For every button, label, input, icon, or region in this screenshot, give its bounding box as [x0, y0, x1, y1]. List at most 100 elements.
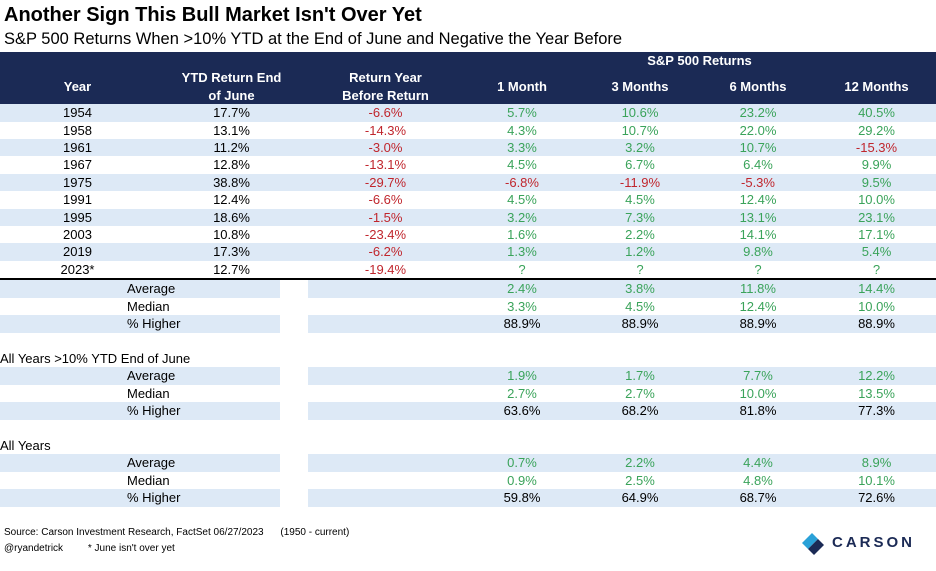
return-3-months-cell: 10.7% [621, 122, 659, 138]
return-6-months-cell: 23.2% [699, 104, 817, 122]
return-1-month-cell: 59.8% [463, 489, 581, 507]
prior-year-return-cell: -3.0% [308, 139, 463, 157]
return-1-month-cell: -6.8% [463, 173, 581, 192]
return-12-months-cell: 5.4% [817, 243, 936, 261]
return-1-month-cell: 5.7% [463, 104, 581, 122]
summary-row: Median 3.3% 4.5% 12.4% 10.0% [0, 298, 936, 315]
summary-row: Median 2.7% 2.7% 10.0% 13.5% [0, 385, 936, 402]
footer-note-line: @ryandetrick * June isn't over yet [4, 543, 175, 554]
return-12-months-cell: 29.2% [858, 122, 895, 138]
summary-label: Median [127, 472, 170, 488]
return-1-month-cell: 0.9% [507, 472, 537, 488]
return-12-months-cell: ? [872, 261, 881, 277]
year-cell: 1991 [63, 192, 92, 208]
return-3-months-cell: 6.7% [625, 157, 655, 173]
return-3-months-cell: 68.2% [581, 402, 699, 420]
year-cell: 1975 [0, 173, 155, 192]
footer-note: * June isn't over yet [87, 543, 175, 554]
return-1-month-cell: 4.3% [507, 122, 537, 138]
year-cell: 1958 [63, 122, 92, 138]
return-12-months-cell: 8.9% [817, 454, 936, 472]
ytd-return-cell: 12.7% [213, 261, 250, 277]
ytd-return-cell: 13.1% [213, 122, 250, 138]
return-12-months-cell: 72.6% [817, 489, 936, 507]
spacer-cell [308, 367, 463, 385]
return-3-months-cell: -11.9% [581, 173, 699, 192]
return-6-months-cell: -5.3% [699, 173, 817, 192]
ytd-return-cell: 17.3% [155, 243, 308, 261]
return-6-months-cell: 14.1% [739, 227, 777, 243]
return-12-months-cell: 77.3% [817, 402, 936, 420]
return-1-month-cell: 2.7% [507, 385, 537, 401]
summary-row: Average 0.7% 2.2% 4.4% 8.9% [0, 454, 936, 472]
return-12-months-cell: 14.4% [817, 278, 936, 298]
return-6-months-cell: 7.7% [699, 367, 817, 385]
chart-title: Another Sign This Bull Market Isn't Over… [4, 4, 422, 26]
year-cell: 1967 [63, 157, 92, 173]
footer-source-line: Source: Carson Investment Research, Fact… [4, 527, 349, 538]
spacer-row [0, 333, 936, 350]
return-3-months-cell: 64.9% [581, 489, 699, 507]
prior-year-return-cell: -6.6% [368, 192, 403, 208]
return-6-months-cell: 6.4% [743, 157, 773, 173]
summary-label: Median [127, 385, 170, 401]
return-6-months-cell: 4.8% [743, 472, 773, 488]
spacer-cell [308, 385, 463, 402]
spacer-cell [0, 402, 155, 420]
return-6-months-cell: 9.8% [699, 243, 817, 261]
header-group-row: S&P 500 Returns [0, 52, 936, 70]
return-3-months-cell: 4.5% [625, 298, 655, 314]
return-12-months-cell: 10.1% [858, 472, 895, 488]
return-6-months-cell: 12.4% [739, 192, 777, 208]
ytd-return-cell: 17.7% [155, 104, 308, 122]
summary-row: % Higher 63.6% 68.2% 81.8% 77.3% [0, 402, 936, 420]
return-3-months-cell: 88.9% [581, 315, 699, 333]
return-1-month-cell: 1.9% [463, 367, 581, 385]
ytd-return-cell: 10.8% [213, 227, 250, 243]
return-6-months-cell: 22.0% [739, 122, 777, 138]
summary-label: % Higher [127, 489, 280, 507]
spacer-cell [308, 454, 463, 472]
summary-label: % Higher [127, 402, 280, 420]
return-1-month-cell: 1.6% [507, 227, 537, 243]
header-year: Year [63, 79, 92, 95]
logo-mark-upper [802, 533, 818, 549]
return-6-months-cell: 81.8% [699, 402, 817, 420]
prior-year-return-cell: -23.4% [364, 227, 407, 243]
return-1-month-cell: 88.9% [463, 315, 581, 333]
return-3-months-cell: 1.2% [581, 243, 699, 261]
spacer-cell [308, 472, 463, 489]
spacer-cell [308, 402, 463, 420]
section-label: All Years [0, 437, 51, 453]
table-row: 2019 17.3% -6.2% 1.3% 1.2% 9.8% 5.4% [0, 243, 936, 261]
table-row: 1995 18.6% -1.5% 3.2% 7.3% 13.1% 23.1% [0, 208, 936, 227]
return-12-months-cell: 23.1% [817, 208, 936, 227]
year-cell: 2019 [0, 243, 155, 261]
spacer-cell [0, 367, 155, 385]
return-12-months-cell: 17.1% [858, 227, 895, 243]
table-row: 2003 10.8% -23.4% 1.6% 2.2% 14.1% 17.1% [0, 226, 936, 243]
return-12-months-cell: 10.0% [858, 298, 895, 314]
return-1-month-cell: 3.3% [507, 298, 537, 314]
return-6-months-cell: ? [754, 261, 762, 277]
logo-mark-lower [808, 539, 824, 555]
spacer-cell [0, 278, 155, 298]
summary-label: % Higher [127, 315, 280, 333]
return-12-months-cell: 88.9% [817, 315, 936, 333]
return-1-month-cell: 2.4% [463, 278, 581, 298]
header-12-months: 12 Months [844, 79, 909, 95]
year-cell: 2023* [60, 261, 95, 277]
return-3-months-cell: 3.2% [581, 139, 699, 157]
header-1-month: 1 Month [497, 79, 547, 95]
ytd-return-cell: 12.4% [213, 192, 250, 208]
spacer-cell [0, 333, 936, 350]
return-6-months-cell: 88.9% [699, 315, 817, 333]
return-3-months-cell: 4.5% [625, 192, 655, 208]
summary-label: Average [127, 278, 280, 298]
summary-label: Median [127, 298, 170, 314]
spacer-cell [308, 298, 463, 315]
return-3-months-cell: 10.6% [581, 104, 699, 122]
table-row: 1961 11.2% -3.0% 3.3% 3.2% 10.7% -15.3% [0, 139, 936, 157]
return-6-months-cell: 4.4% [699, 454, 817, 472]
prior-year-return-cell: -6.6% [308, 104, 463, 122]
